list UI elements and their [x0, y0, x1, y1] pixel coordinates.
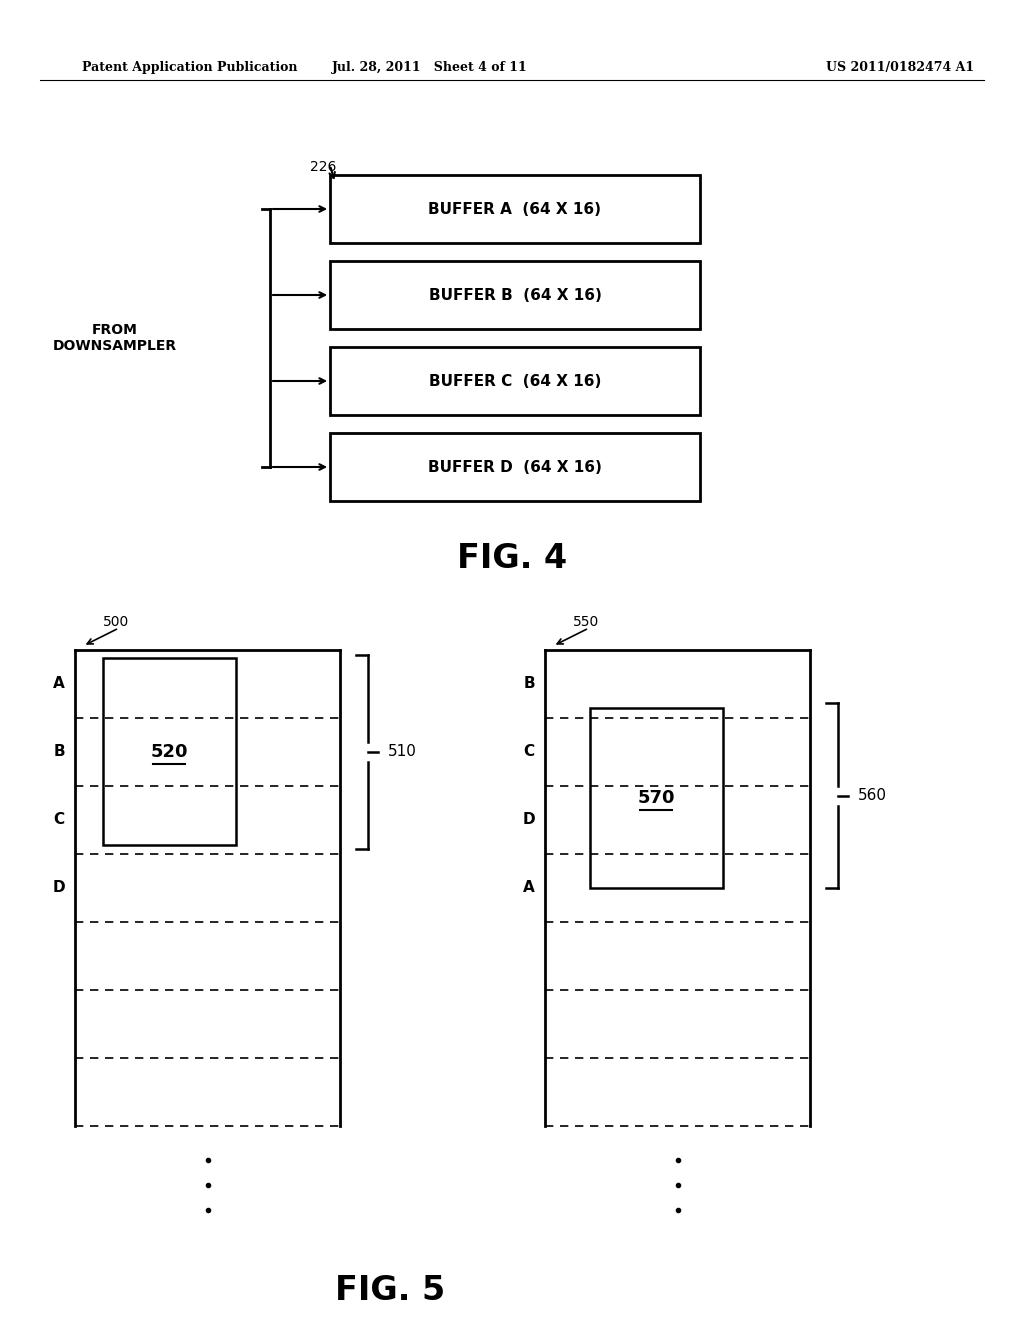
Text: C: C — [53, 813, 65, 828]
Text: 500: 500 — [103, 615, 129, 630]
Text: BUFFER C  (64 X 16): BUFFER C (64 X 16) — [429, 374, 601, 388]
Text: 226: 226 — [310, 160, 336, 174]
Bar — [330, 261, 700, 329]
Text: US 2011/0182474 A1: US 2011/0182474 A1 — [826, 62, 974, 74]
Text: C: C — [523, 744, 535, 759]
Bar — [330, 176, 700, 243]
Bar — [590, 708, 723, 888]
Text: BUFFER D  (64 X 16): BUFFER D (64 X 16) — [428, 459, 602, 474]
Text: BUFFER B  (64 X 16): BUFFER B (64 X 16) — [429, 288, 601, 302]
Text: 560: 560 — [858, 788, 887, 803]
Text: 570: 570 — [638, 789, 675, 807]
Bar — [330, 433, 700, 502]
Text: B: B — [53, 744, 65, 759]
Text: BUFFER A  (64 X 16): BUFFER A (64 X 16) — [428, 202, 601, 216]
Bar — [103, 659, 236, 845]
Text: 510: 510 — [388, 744, 417, 759]
Text: 550: 550 — [573, 615, 599, 630]
Text: FROM
DOWNSAMPLER: FROM DOWNSAMPLER — [53, 323, 177, 354]
Text: Patent Application Publication: Patent Application Publication — [82, 62, 298, 74]
Text: D: D — [522, 813, 536, 828]
Text: A: A — [523, 880, 535, 895]
Text: FIG. 4: FIG. 4 — [457, 543, 567, 576]
Text: D: D — [52, 880, 66, 895]
Text: A: A — [53, 676, 65, 692]
Text: Jul. 28, 2011   Sheet 4 of 11: Jul. 28, 2011 Sheet 4 of 11 — [332, 62, 528, 74]
Text: FIG. 5: FIG. 5 — [335, 1274, 445, 1307]
Text: 520: 520 — [151, 743, 188, 760]
Bar — [330, 347, 700, 414]
Text: B: B — [523, 676, 535, 692]
